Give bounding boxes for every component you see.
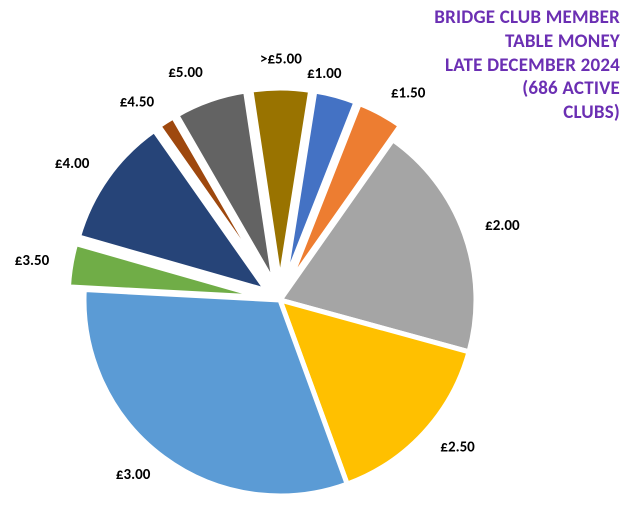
pie-slice-label: £2.00 bbox=[485, 217, 520, 235]
pie-chart: £1.00 £1.50 £2.00 £2.50 £3.00 £3.50 £4.00 £4.50… bbox=[0, 0, 640, 523]
pie-slice-label: £4.50 bbox=[120, 93, 155, 111]
pie-slice-label: £5.00 bbox=[168, 64, 203, 82]
pie-slice-label: £4.00 bbox=[55, 155, 90, 173]
pie-slice-label: £1.50 bbox=[391, 85, 426, 103]
pie-chart-container: BRIDGE CLUB MEMBERTABLE MONEYLATE DECEMB… bbox=[0, 0, 640, 523]
pie-slice-label: £2.50 bbox=[440, 438, 475, 456]
pie-slice-label: >£5.00 bbox=[260, 51, 302, 69]
pie-slice-label: £1.00 bbox=[307, 65, 342, 83]
pie-slice-label: £3.00 bbox=[116, 466, 151, 484]
pie-slice-label: £3.50 bbox=[15, 252, 50, 270]
